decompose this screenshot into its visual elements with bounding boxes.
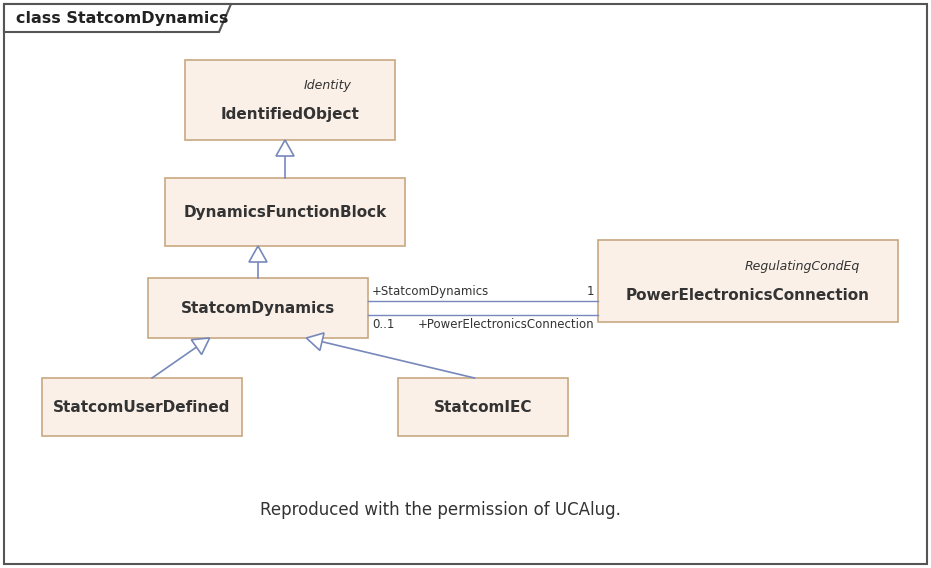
Polygon shape (192, 338, 209, 354)
Bar (185, 60, 395, 140)
Text: StatcomIEC: StatcomIEC (434, 399, 533, 415)
Text: DynamicsFunctionBlock: DynamicsFunctionBlock (183, 204, 386, 219)
Bar (42, 378, 242, 436)
Bar (598, 240, 898, 322)
Text: Identity: Identity (304, 79, 352, 92)
Text: +PowerElectronicsConnection: +PowerElectronicsConnection (417, 318, 594, 331)
Bar (148, 278, 368, 338)
Polygon shape (4, 4, 231, 32)
Polygon shape (306, 333, 324, 350)
Text: 1: 1 (587, 285, 594, 298)
Text: RegulatingCondEq: RegulatingCondEq (745, 260, 859, 273)
Text: PowerElectronicsConnection: PowerElectronicsConnection (626, 288, 870, 303)
Text: IdentifiedObject: IdentifiedObject (221, 107, 359, 122)
Text: StatcomUserDefined: StatcomUserDefined (53, 399, 231, 415)
Text: +StatcomDynamics: +StatcomDynamics (372, 285, 490, 298)
Text: 0..1: 0..1 (372, 318, 395, 331)
Text: StatcomDynamics: StatcomDynamics (181, 300, 335, 315)
Bar (398, 378, 568, 436)
Polygon shape (249, 246, 267, 262)
Text: class StatcomDynamics: class StatcomDynamics (16, 10, 228, 26)
Bar (165, 178, 405, 246)
Text: Reproduced with the permission of UCAlug.: Reproduced with the permission of UCAlug… (260, 501, 621, 519)
Polygon shape (276, 140, 294, 156)
